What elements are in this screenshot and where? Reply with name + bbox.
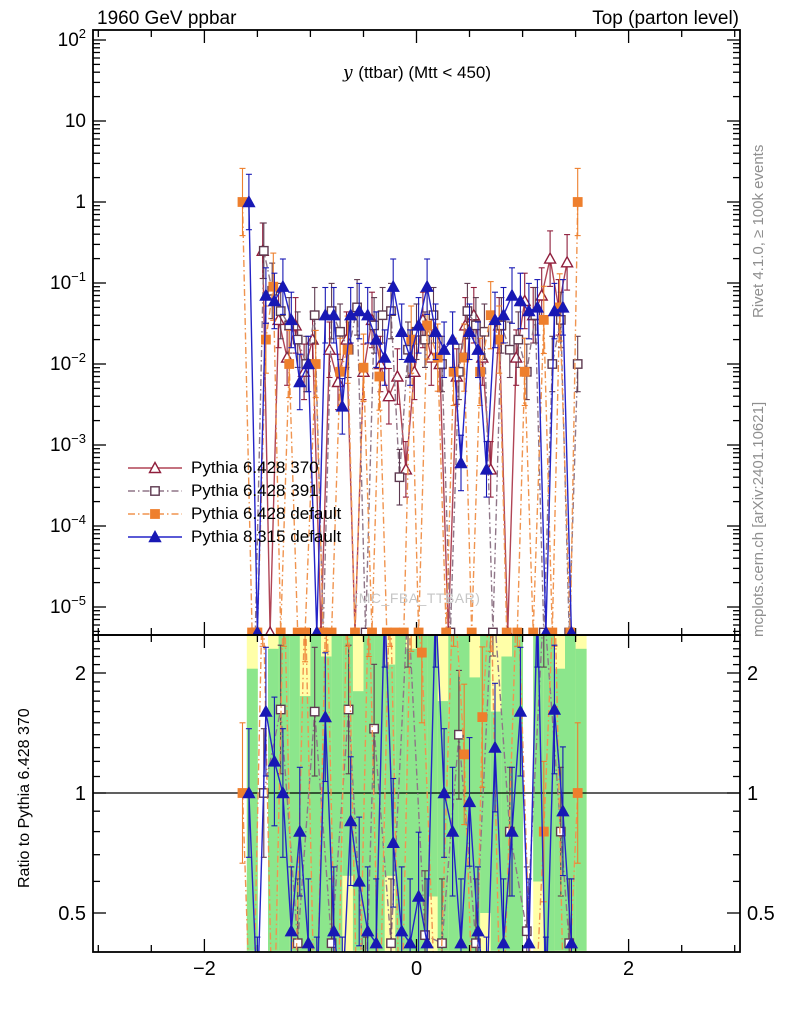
- legend-item: Pythia 8.315 default: [126, 525, 341, 548]
- svg-text:10: 10: [65, 111, 86, 132]
- svg-text:0.5: 0.5: [747, 903, 775, 925]
- svg-text:102: 102: [58, 26, 86, 51]
- legend-marker-icon: [128, 485, 182, 496]
- observable-symbol: y: [342, 63, 353, 83]
- legend-item-label: Pythia 6.428 391: [191, 480, 319, 500]
- svg-text:1: 1: [747, 783, 758, 805]
- svg-text:10−1: 10−1: [50, 269, 86, 294]
- rivet-version-label: Rivet 4.1.0, ≥ 100k events: [750, 144, 767, 318]
- svg-text:1: 1: [75, 783, 86, 805]
- legend-item: Pythia 6.428 391: [126, 479, 341, 502]
- legend-item-label: Pythia 6.428 370: [191, 457, 319, 477]
- legend-marker-icon: [128, 460, 182, 473]
- legend-item: Pythia 6.428 default: [126, 502, 341, 525]
- observable-cut-text: (ttbar) (Mtt < 450): [353, 63, 492, 82]
- svg-text:10−3: 10−3: [50, 431, 86, 456]
- legend-marker-icon: [128, 508, 182, 519]
- legend-item: Pythia 6.428 370: [126, 456, 341, 479]
- analysis-watermark: (MC_FBA_TTBAR): [353, 590, 481, 606]
- legend-marker-icon: [128, 529, 182, 542]
- svg-text:−2: −2: [193, 958, 216, 980]
- legend-item-label: Pythia 8.315 default: [191, 526, 342, 546]
- svg-text:10−2: 10−2: [50, 350, 86, 375]
- process-title: Top (parton level): [592, 8, 739, 29]
- ratio-axis-title: Ratio to Pythia 6.428 370: [16, 708, 33, 888]
- legend-item-label: Pythia 6.428 default: [191, 503, 342, 523]
- svg-text:2: 2: [747, 663, 758, 685]
- svg-text:2: 2: [75, 663, 86, 685]
- observable-title: y (ttbar) (Mtt < 450): [343, 63, 491, 83]
- svg-text:10−5: 10−5: [50, 593, 86, 618]
- svg-text:10−4: 10−4: [50, 512, 86, 537]
- svg-text:2: 2: [623, 958, 634, 980]
- svg-text:0.5: 0.5: [58, 903, 86, 925]
- mcplots-credit-label: mcplots.cern.ch [arXiv:2401.10621]: [750, 401, 767, 637]
- legend: Pythia 6.428 370 Pythia 6.428 391 Pythia 6…: [126, 456, 341, 548]
- svg-text:1: 1: [75, 192, 86, 213]
- svg-text:0: 0: [411, 958, 422, 980]
- beam-title: 1960 GeV ppbar: [97, 8, 237, 29]
